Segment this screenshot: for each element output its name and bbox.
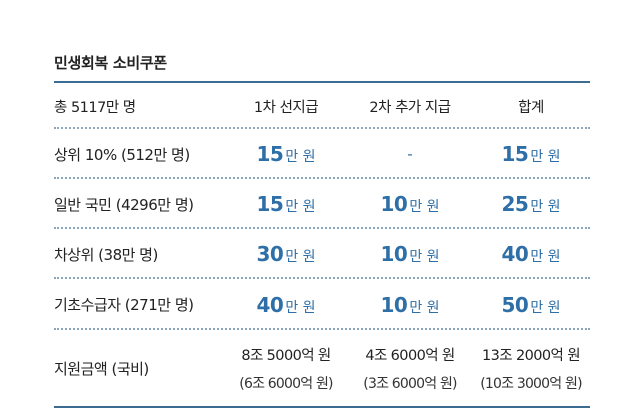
table-row: 기초수급자 (271만 명) 40 만 원 10 만 원 50 만 원 [54,279,590,330]
header-total: 합계 [518,99,544,116]
bottom-rule [54,406,590,408]
table-title: 민생회복 소비쿠폰 [54,54,167,72]
first-amount: 30 만 원 [256,242,316,266]
top-rule [54,81,590,83]
budget-total-national: (10조 3000억 원) [480,375,582,392]
row-divider [54,328,590,330]
header-row: 총 5117만 명 1차 선지급 2차 추가 지급 합계 [54,83,590,129]
total-amount: 25 만 원 [501,192,561,216]
row-label: 일반 국민 (4296만 명) [54,195,194,214]
budget-total: 13조 2000억 원 [482,347,581,364]
second-amount-none: - [407,145,413,163]
first-amount: 40 만 원 [256,292,316,317]
first-amount: 15 만 원 [256,192,316,216]
budget-label: 지원금액 (국비) [54,359,149,378]
row-divider [54,127,590,129]
second-amount: 10 만 원 [380,192,440,216]
budget-second: 4조 6000억 원 [365,347,455,364]
row-label: 상위 10% (512만 명) [54,145,190,164]
first-amount: 15 만 원 [256,142,316,166]
second-amount: 10 만 원 [380,292,440,317]
budget-first: 8조 5000억 원 [241,347,331,364]
row-divider [54,177,590,179]
budget-row: 지원금액 (국비) 8조 5000억 원 (6조 6000억 원) 4조 600… [54,330,590,406]
total-amount: 50 만 원 [501,292,561,317]
header-population: 총 5117만 명 [54,99,136,116]
coupon-table: 민생회복 소비쿠폰 총 5117만 명 1차 선지급 2차 추가 지급 합계 상… [54,0,590,412]
header-first-payment: 1차 선지급 [253,99,319,116]
second-amount: 10 만 원 [380,242,440,266]
row-divider [54,277,590,279]
table-row: 상위 10% (512만 명) 15 만 원 - 15 만 원 [54,129,590,179]
table-row: 일반 국민 (4296만 명) 15 만 원 10 만 원 25 만 원 [54,179,590,229]
table-row: 차상위 (38만 명) 30 만 원 10 만 원 40 만 원 [54,229,590,279]
row-label: 차상위 (38만 명) [54,245,158,264]
row-label: 기초수급자 (271만 명) [54,296,194,314]
row-divider [54,227,590,229]
total-amount: 15 만 원 [501,142,561,166]
total-amount: 40 만 원 [501,242,561,266]
header-second-payment: 2차 추가 지급 [369,99,451,116]
budget-second-national: (3조 6000억 원) [363,375,457,392]
budget-first-national: (6조 6000억 원) [239,375,333,392]
